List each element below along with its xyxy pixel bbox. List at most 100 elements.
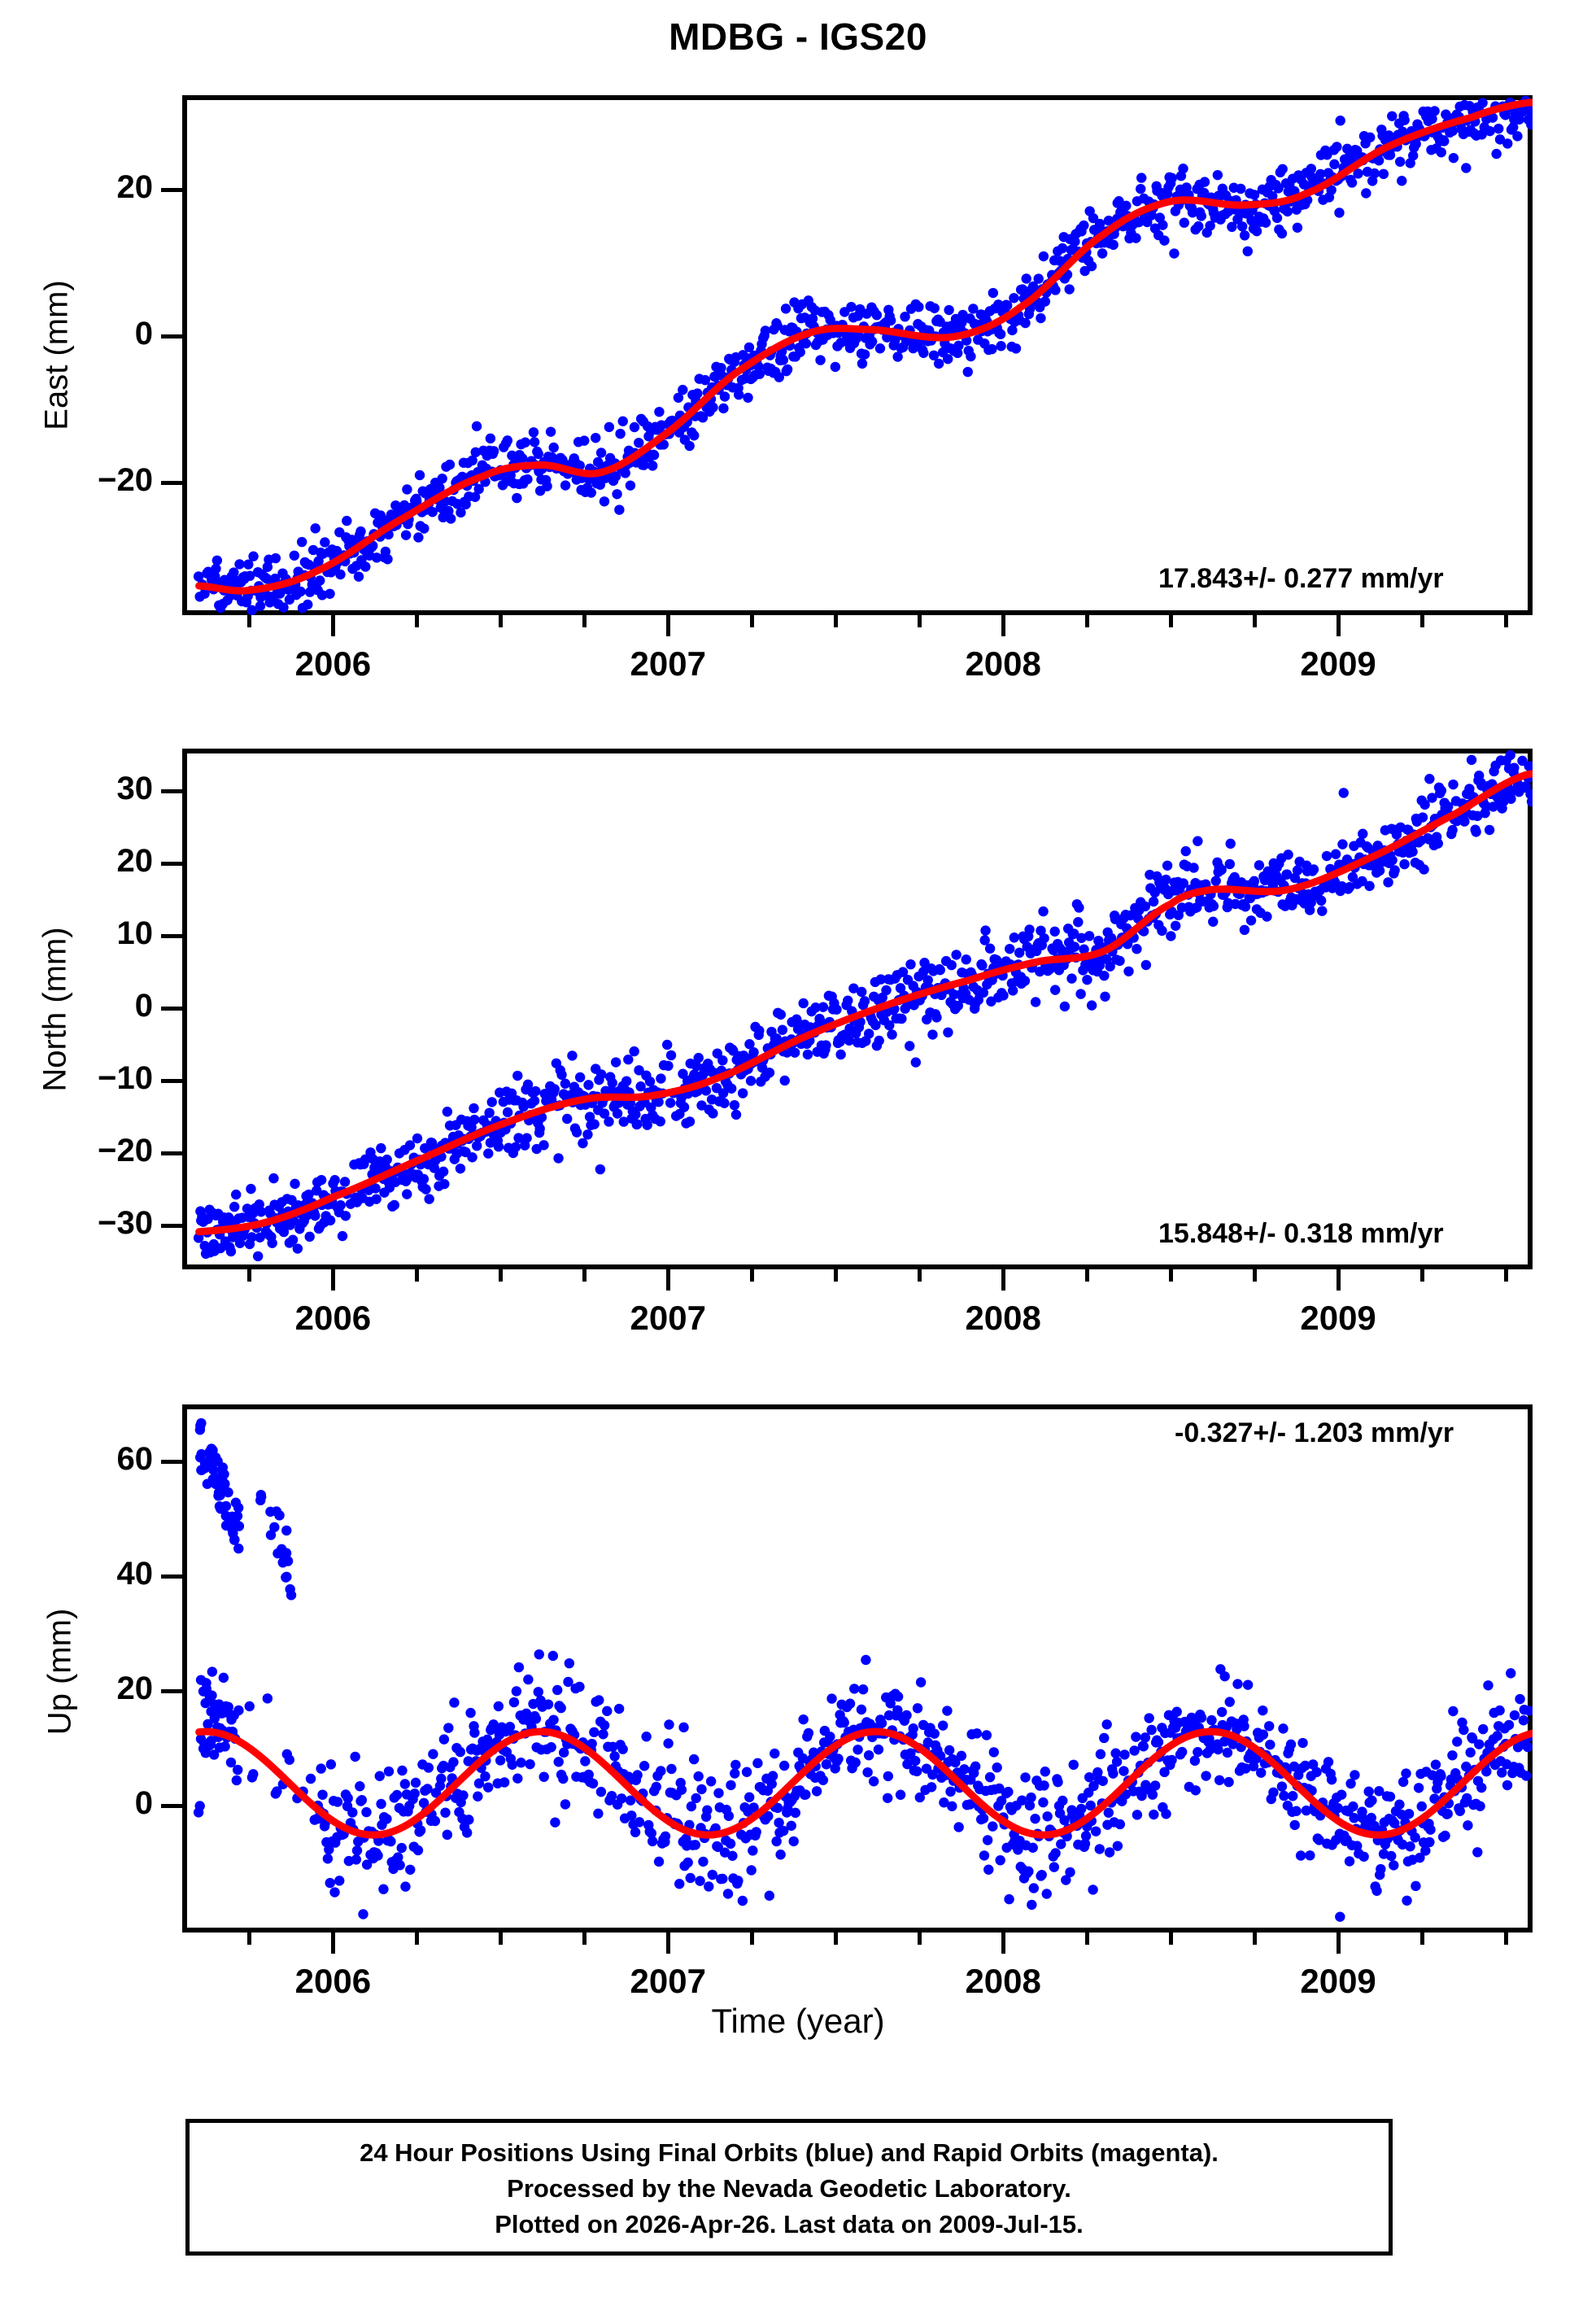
y-tick-label: 20 bbox=[116, 169, 154, 205]
x-tick-mark-minor bbox=[1168, 615, 1173, 627]
x-tick-mark-major bbox=[330, 1269, 335, 1291]
panel-up bbox=[182, 1404, 1533, 1933]
page-title: MDBG - IGS20 bbox=[669, 15, 927, 58]
y-tick-label: 0 bbox=[134, 988, 153, 1024]
x-tick-mark-minor bbox=[414, 615, 419, 627]
y-tick-label: −10 bbox=[98, 1059, 153, 1096]
x-tick-mark-minor bbox=[1503, 1933, 1508, 1945]
x-tick-mark-minor bbox=[749, 615, 754, 627]
x-tick-label: 2008 bbox=[965, 1299, 1041, 1337]
x-tick-mark-minor bbox=[1252, 1933, 1257, 1945]
x-tick-mark-major bbox=[1001, 1933, 1005, 1954]
x-tick-mark-major bbox=[1001, 1269, 1005, 1291]
y-tick-mark bbox=[161, 188, 182, 192]
y-tick-mark bbox=[161, 1688, 182, 1693]
x-tick-mark-minor bbox=[1419, 615, 1424, 627]
x-tick-mark-major bbox=[1336, 615, 1341, 636]
y-tick-label: 40 bbox=[116, 1555, 154, 1592]
panel-north-plot-area bbox=[193, 749, 1533, 1262]
trend-line bbox=[195, 98, 1533, 595]
x-tick-mark-minor bbox=[1252, 615, 1257, 627]
x-tick-mark-minor bbox=[1503, 1269, 1508, 1282]
x-tick-mark-minor bbox=[498, 615, 503, 627]
x-tick-mark-minor bbox=[498, 1269, 503, 1282]
x-tick-mark-minor bbox=[582, 1933, 587, 1945]
y-tick-mark bbox=[161, 1078, 182, 1083]
y-tick-mark bbox=[161, 1223, 182, 1228]
y-tick-label: −20 bbox=[98, 462, 153, 498]
footer-line-processing: Processed by the Nevada Geodetic Laborat… bbox=[507, 2174, 1071, 2203]
x-tick-mark-minor bbox=[1168, 1933, 1173, 1945]
x-tick-mark-minor bbox=[414, 1933, 419, 1945]
x-tick-mark-minor bbox=[917, 1933, 922, 1945]
x-tick-mark-minor bbox=[917, 1269, 922, 1282]
x-tick-mark-minor bbox=[749, 1933, 754, 1945]
x-tick-mark-minor bbox=[246, 1933, 251, 1945]
trend-line bbox=[195, 1727, 1533, 1839]
x-tick-mark-minor bbox=[582, 1269, 587, 1282]
data-points bbox=[193, 95, 1533, 615]
x-tick-mark-minor bbox=[749, 1269, 754, 1282]
x-tick-label: 2009 bbox=[1300, 644, 1376, 683]
y-tick-label: 20 bbox=[116, 1670, 154, 1706]
x-tick-mark-minor bbox=[246, 615, 251, 627]
y-tick-mark bbox=[161, 1007, 182, 1011]
x-tick-mark-minor bbox=[1503, 615, 1508, 627]
panel-north bbox=[182, 749, 1533, 1269]
x-tick-label: 2008 bbox=[965, 1962, 1041, 2000]
y-tick-mark bbox=[161, 1803, 182, 1808]
y-tick-mark bbox=[161, 334, 182, 338]
x-tick-mark-minor bbox=[498, 1933, 503, 1945]
x-tick-mark-minor bbox=[833, 1933, 838, 1945]
x-tick-mark-minor bbox=[1084, 1933, 1089, 1945]
x-tick-mark-minor bbox=[917, 615, 922, 627]
panel-north-rate-annotation: 15.848+/- 0.318 mm/yr bbox=[1158, 1218, 1444, 1249]
x-tick-mark-minor bbox=[1419, 1933, 1424, 1945]
footer-line-dates: Plotted on 2026-Apr-26. Last data on 200… bbox=[495, 2210, 1084, 2238]
data-points bbox=[193, 749, 1533, 1262]
x-tick-mark-minor bbox=[414, 1269, 419, 1282]
panel-east bbox=[182, 95, 1533, 615]
x-tick-label: 2006 bbox=[294, 1962, 372, 2000]
panel-up-rate-annotation: -0.327+/- 1.203 mm/yr bbox=[1175, 1417, 1454, 1448]
x-tick-mark-minor bbox=[1084, 1269, 1089, 1282]
x-tick-mark-minor bbox=[1168, 1269, 1173, 1282]
x-tick-mark-minor bbox=[246, 1269, 251, 1282]
panel-east-ylabel: East (mm) bbox=[38, 280, 75, 430]
x-tick-label: 2006 bbox=[294, 1299, 372, 1337]
x-tick-label: 2007 bbox=[630, 1299, 706, 1337]
x-tick-label: 2007 bbox=[630, 644, 706, 683]
footer-note-box: 24 Hour Positions Using Final Orbits (bl… bbox=[185, 2119, 1393, 2256]
y-tick-mark bbox=[161, 934, 182, 939]
x-tick-mark-minor bbox=[833, 615, 838, 627]
x-tick-mark-minor bbox=[1084, 615, 1089, 627]
x-tick-mark-major bbox=[665, 615, 670, 636]
x-tick-mark-major bbox=[1336, 1269, 1341, 1291]
y-tick-mark bbox=[161, 481, 182, 485]
y-tick-mark bbox=[161, 789, 182, 794]
panel-up-frame bbox=[182, 1404, 1533, 1933]
data-points bbox=[193, 1417, 1533, 1922]
x-tick-label: 2009 bbox=[1300, 1299, 1376, 1337]
y-tick-mark bbox=[161, 1151, 182, 1155]
y-tick-label: −20 bbox=[98, 1132, 153, 1168]
x-tick-label: 2007 bbox=[630, 1962, 706, 2000]
x-tick-mark-major bbox=[330, 615, 335, 636]
x-tick-mark-major bbox=[1001, 615, 1005, 636]
x-tick-mark-major bbox=[1336, 1933, 1341, 1954]
x-tick-mark-minor bbox=[1419, 1269, 1424, 1282]
y-tick-label: 20 bbox=[116, 843, 154, 880]
y-tick-label: −30 bbox=[98, 1204, 153, 1241]
x-tick-mark-major bbox=[330, 1933, 335, 1954]
x-tick-mark-major bbox=[665, 1269, 670, 1291]
x-tick-mark-major bbox=[665, 1933, 670, 1954]
y-tick-mark bbox=[161, 862, 182, 867]
x-tick-label: 2009 bbox=[1300, 1962, 1376, 2000]
y-tick-label: 30 bbox=[116, 771, 154, 807]
x-tick-mark-minor bbox=[1252, 1269, 1257, 1282]
trend-line bbox=[195, 770, 1533, 1236]
y-tick-label: 0 bbox=[134, 1784, 153, 1821]
panel-east-plot-area bbox=[193, 95, 1533, 615]
y-tick-label: 10 bbox=[116, 915, 154, 952]
